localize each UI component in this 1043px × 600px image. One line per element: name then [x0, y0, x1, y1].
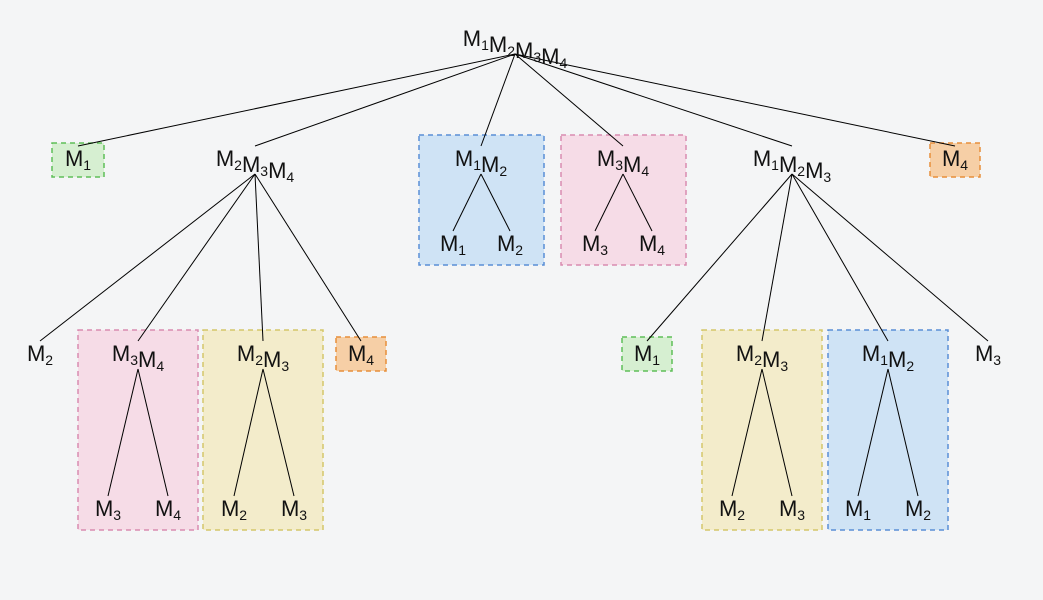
- tree-diagram: M1M2M3M4M1M2M3M4M1M2M3M4M1M2M3M4M1M2M3M4…: [0, 0, 1043, 600]
